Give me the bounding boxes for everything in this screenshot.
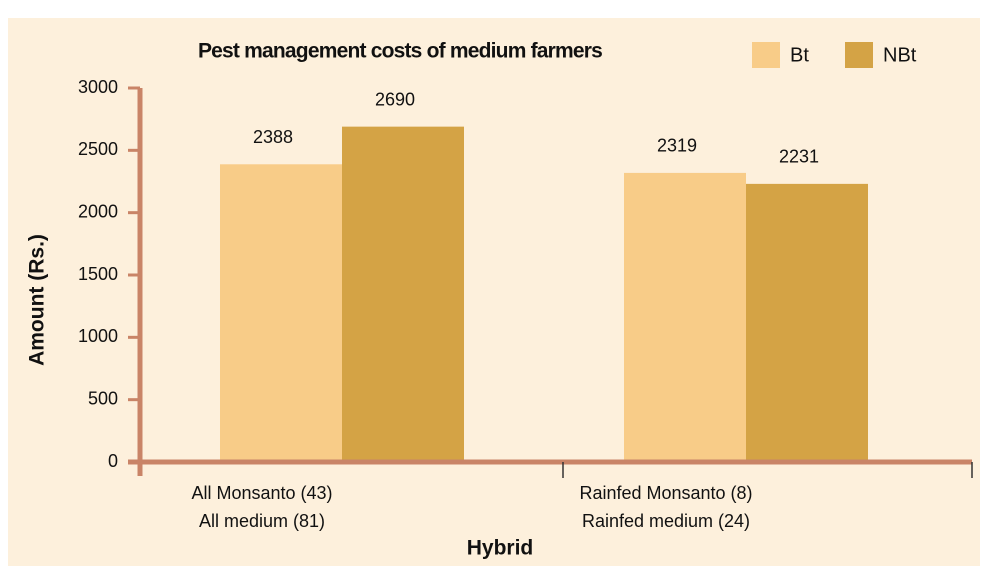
value-label: 2319 [657, 136, 697, 156]
y-tick-label: 1500 [78, 264, 118, 284]
legend-swatch [752, 42, 780, 68]
x-tick-label: Rainfed medium (24) [582, 511, 750, 531]
y-tick-label: 1000 [78, 326, 118, 346]
value-label: 2388 [253, 127, 293, 147]
x-tick-label: All medium (81) [199, 511, 325, 531]
legend-swatch [845, 42, 873, 68]
y-axis-title: Amount (Rs.) [26, 234, 49, 366]
legend-label: NBt [883, 44, 917, 66]
y-tick-label: 3000 [78, 77, 118, 97]
chart-title: Pest management costs of medium farmers [198, 40, 602, 63]
bar [342, 126, 464, 462]
y-tick-label: 2000 [78, 201, 118, 221]
bar [220, 164, 342, 462]
value-label: 2690 [375, 89, 415, 109]
x-tick-label: All Monsanto (43) [191, 483, 332, 503]
x-tick-label: Rainfed Monsanto (8) [579, 483, 752, 503]
bar [624, 172, 746, 462]
bar [746, 183, 868, 463]
value-label: 2231 [779, 147, 819, 167]
legend-label: Bt [790, 44, 809, 66]
y-tick-label: 2500 [78, 139, 118, 159]
x-axis-title: Hybrid [467, 537, 534, 560]
y-tick-label: 500 [88, 388, 118, 408]
y-tick-label: 0 [108, 451, 118, 471]
